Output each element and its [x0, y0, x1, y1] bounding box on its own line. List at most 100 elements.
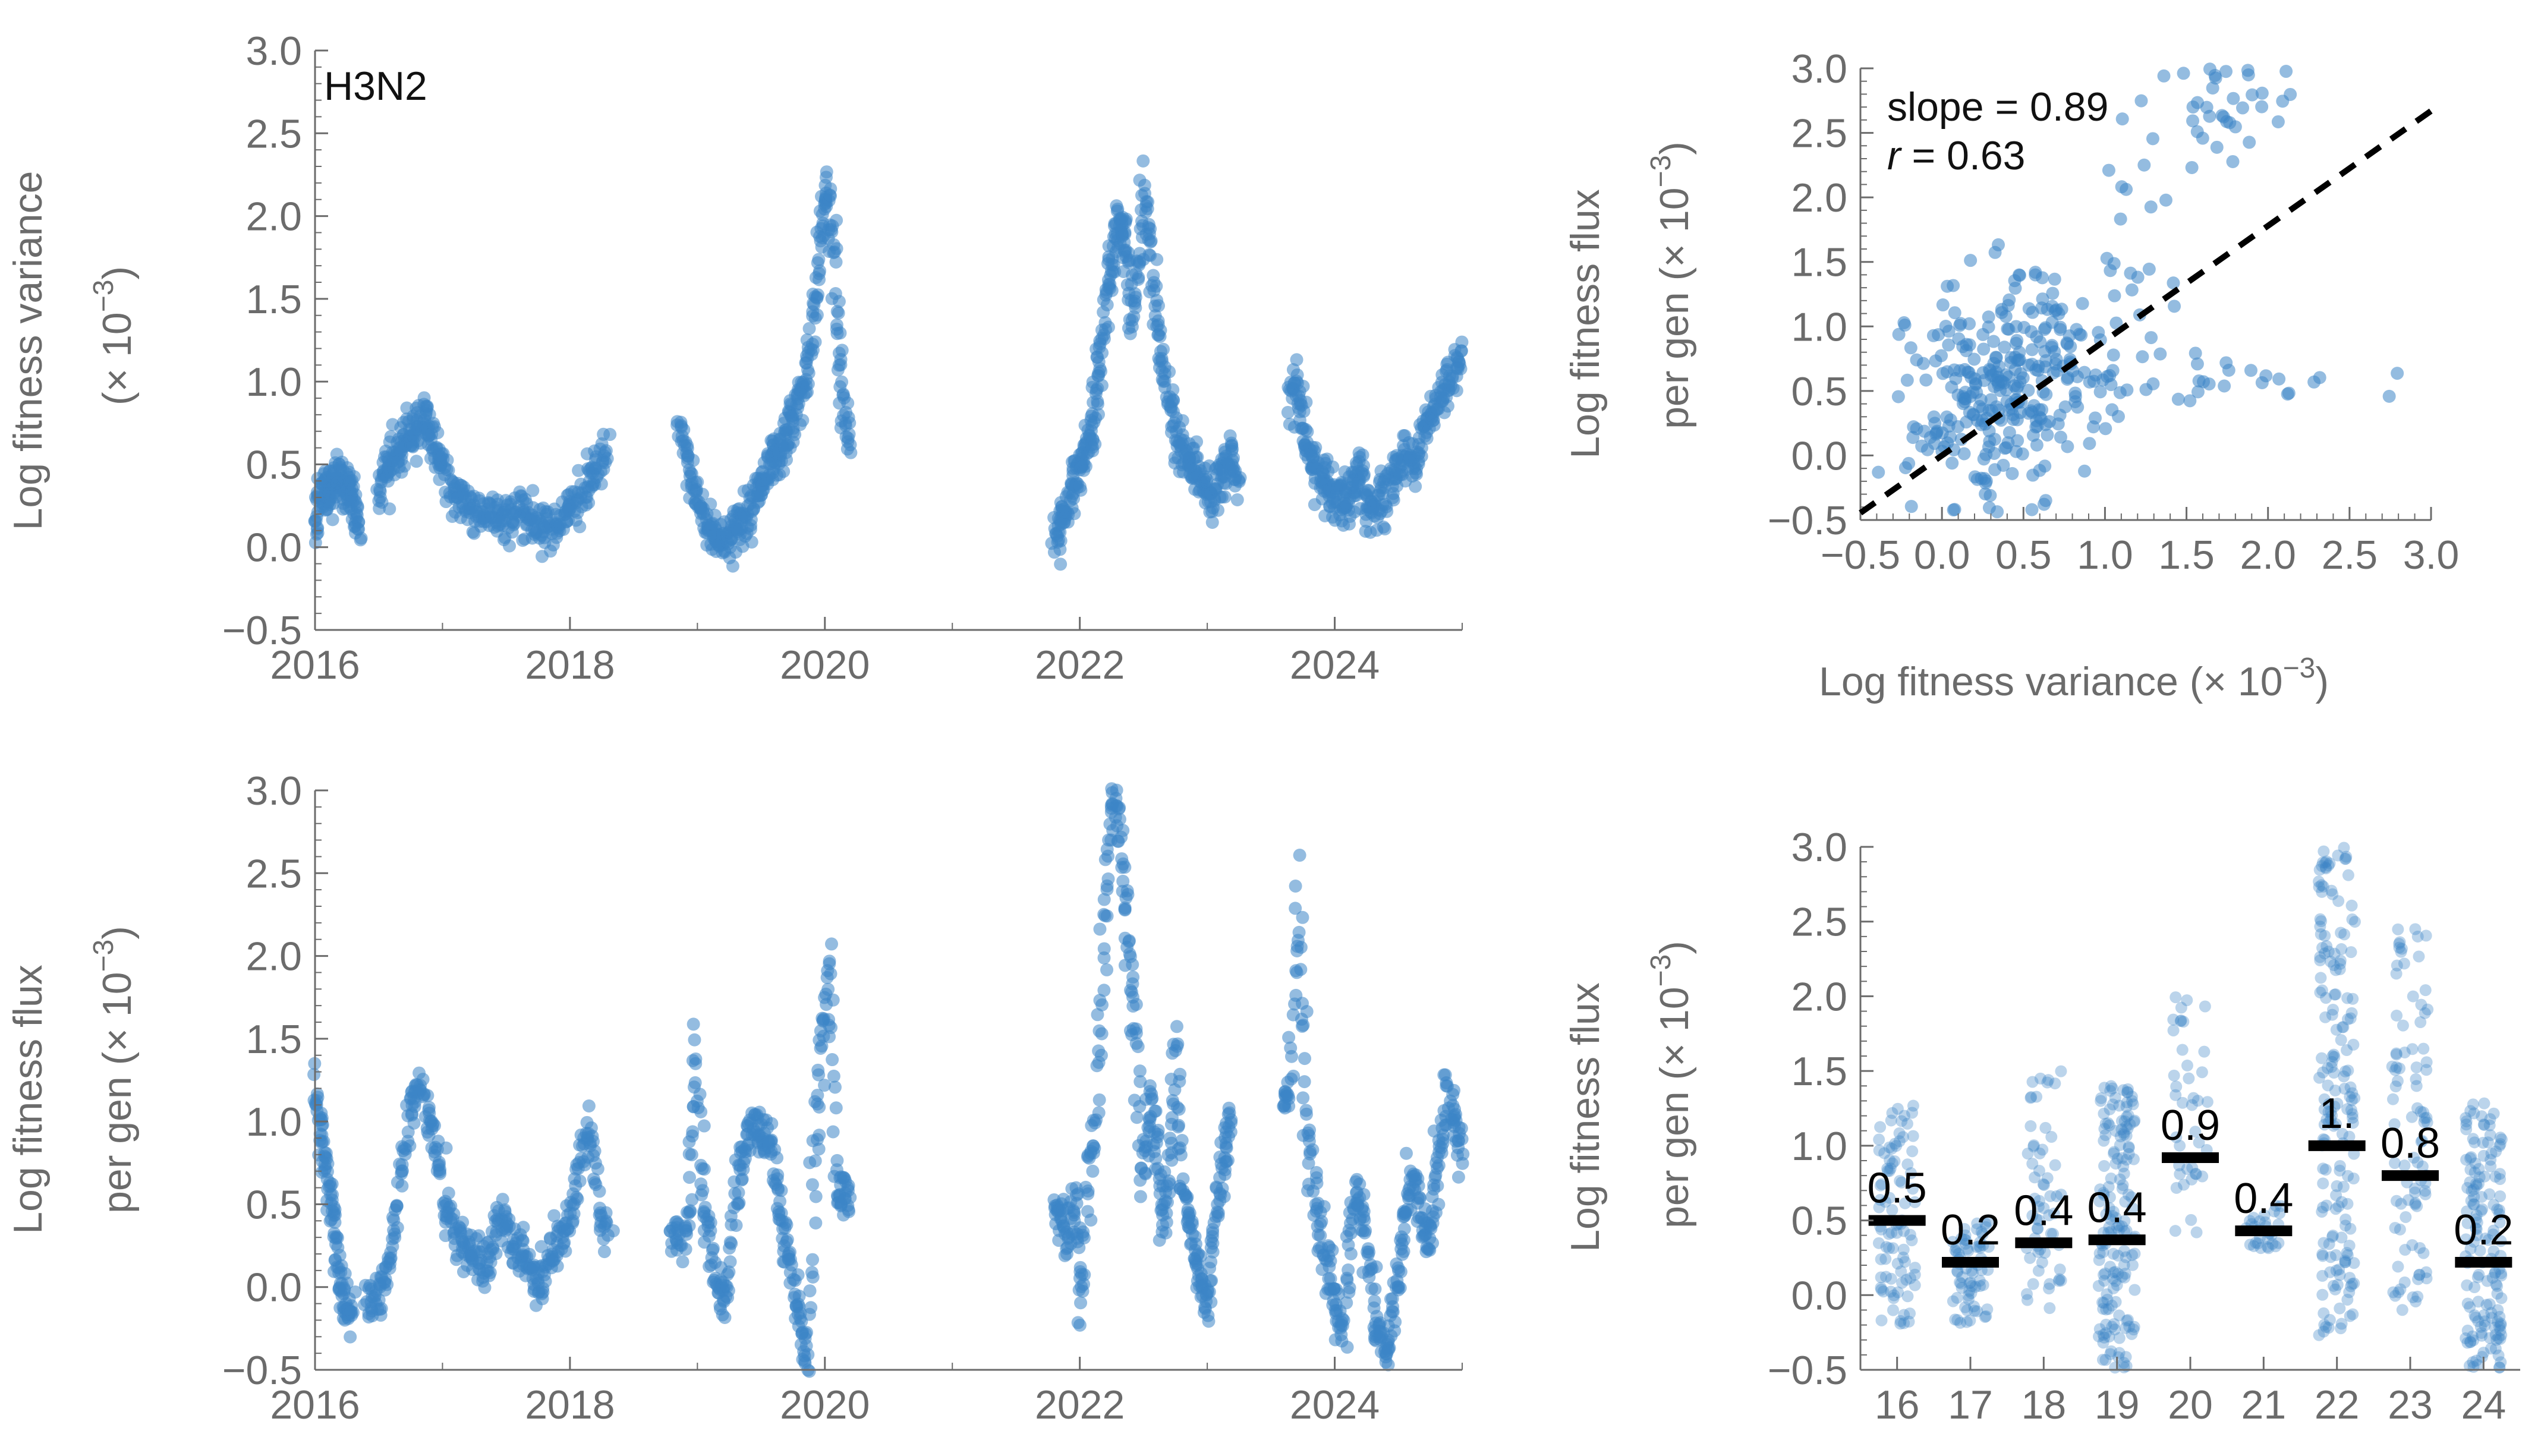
data-point [573, 520, 587, 534]
y-tick-label: 0.0 [1791, 433, 1847, 478]
data-point [2101, 1288, 2113, 1300]
data-point [2100, 1303, 2112, 1316]
data-point [2320, 992, 2332, 1004]
data-point [696, 487, 710, 501]
x-tick-label: 2022 [1035, 642, 1125, 688]
data-point [813, 1129, 826, 1142]
y-tick-label: 0.5 [245, 1182, 302, 1227]
data-point [2490, 1145, 2502, 1158]
data-point [395, 1164, 408, 1178]
data-point [2395, 943, 2408, 955]
data-point [2485, 1148, 2498, 1160]
data-point [2336, 1021, 2348, 1033]
data-point [1909, 1196, 1921, 1208]
data-point [2409, 1197, 2422, 1209]
data-point [1894, 1175, 1906, 1187]
data-point [1426, 1236, 1440, 1250]
data-point [1396, 1247, 1409, 1261]
data-point [1954, 1316, 1967, 1329]
data-point [2417, 1247, 2430, 1259]
data-point [1959, 385, 1972, 399]
data-point [2144, 200, 2158, 214]
data-point [2348, 1257, 2360, 1269]
data-point [2021, 1294, 2033, 1306]
data-point [2493, 1310, 2506, 1323]
x-tick-label: 2016 [270, 642, 360, 688]
data-point [410, 455, 423, 468]
data-point [2411, 1200, 2423, 1212]
data-point [1409, 480, 1422, 493]
data-point [827, 246, 840, 260]
data-point [1358, 1214, 1371, 1227]
data-point [582, 1099, 596, 1113]
data-point [2395, 946, 2407, 958]
data-point [2313, 371, 2326, 385]
data-point [2113, 1219, 2126, 1232]
data-point [2461, 1279, 2473, 1291]
data-point [696, 1184, 710, 1197]
data-point [2128, 1321, 2140, 1333]
data-point [2039, 1121, 2052, 1134]
data-point [2319, 1164, 2332, 1176]
data-point [2262, 1242, 2275, 1255]
x-tick-label: 19 [2095, 1382, 2140, 1427]
data-point [718, 1311, 732, 1325]
data-point [2389, 1290, 2401, 1302]
data-point [1420, 431, 1434, 445]
data-point [2196, 1170, 2209, 1183]
data-point [1201, 1309, 1215, 1322]
data-point [2318, 1103, 2331, 1115]
data-point [2347, 1172, 2360, 1184]
data-point [2250, 1236, 2262, 1249]
data-point [2120, 1101, 2133, 1113]
data-point [2025, 1091, 2038, 1104]
data-point [1426, 414, 1440, 427]
data-point [1306, 1184, 1320, 1198]
data-point [2168, 300, 2181, 313]
data-point [1897, 316, 1911, 329]
data-point [2087, 374, 2101, 388]
data-point [2420, 1266, 2432, 1278]
data-point [2464, 1105, 2477, 1117]
data-point [824, 223, 838, 237]
data-point [2476, 1326, 2488, 1339]
data-point [2121, 1096, 2133, 1109]
data-point [2107, 1082, 2119, 1095]
data-point [387, 1214, 401, 1227]
data-point [1220, 1141, 1233, 1155]
data-point [2391, 1009, 2403, 1022]
data-point [2489, 1171, 2502, 1183]
data-point [2414, 1016, 2427, 1029]
data-point [594, 477, 608, 491]
data-point [2493, 1204, 2505, 1217]
data-point [1381, 1343, 1395, 1357]
data-point [1953, 1247, 1965, 1260]
data-point [792, 1290, 806, 1303]
data-point [2255, 100, 2269, 114]
data-point [2105, 1345, 2117, 1357]
data-point [2123, 1148, 2135, 1160]
data-point [2055, 1189, 2067, 1201]
data-point [2314, 921, 2326, 933]
data-point [2024, 1252, 2036, 1264]
data-point [2105, 1299, 2118, 1312]
data-point [2482, 1234, 2495, 1246]
data-point [1898, 1256, 1911, 1268]
data-point [2333, 1263, 2345, 1276]
data-point [344, 1330, 357, 1344]
data-point [342, 1306, 356, 1320]
data-point [2103, 1330, 2115, 1342]
data-point [2114, 1173, 2126, 1186]
data-point [2113, 1347, 2126, 1359]
data-point [2061, 440, 2074, 453]
data-point [2117, 1160, 2130, 1173]
data-point [2181, 994, 2193, 1007]
data-point [744, 513, 758, 527]
data-point [1078, 1268, 1091, 1282]
data-point [1898, 1317, 1910, 1329]
data-point [2008, 274, 2022, 288]
data-point [2468, 1136, 2481, 1149]
data-point [1097, 893, 1111, 906]
data-point [2193, 1136, 2205, 1149]
data-point [2322, 1079, 2334, 1092]
